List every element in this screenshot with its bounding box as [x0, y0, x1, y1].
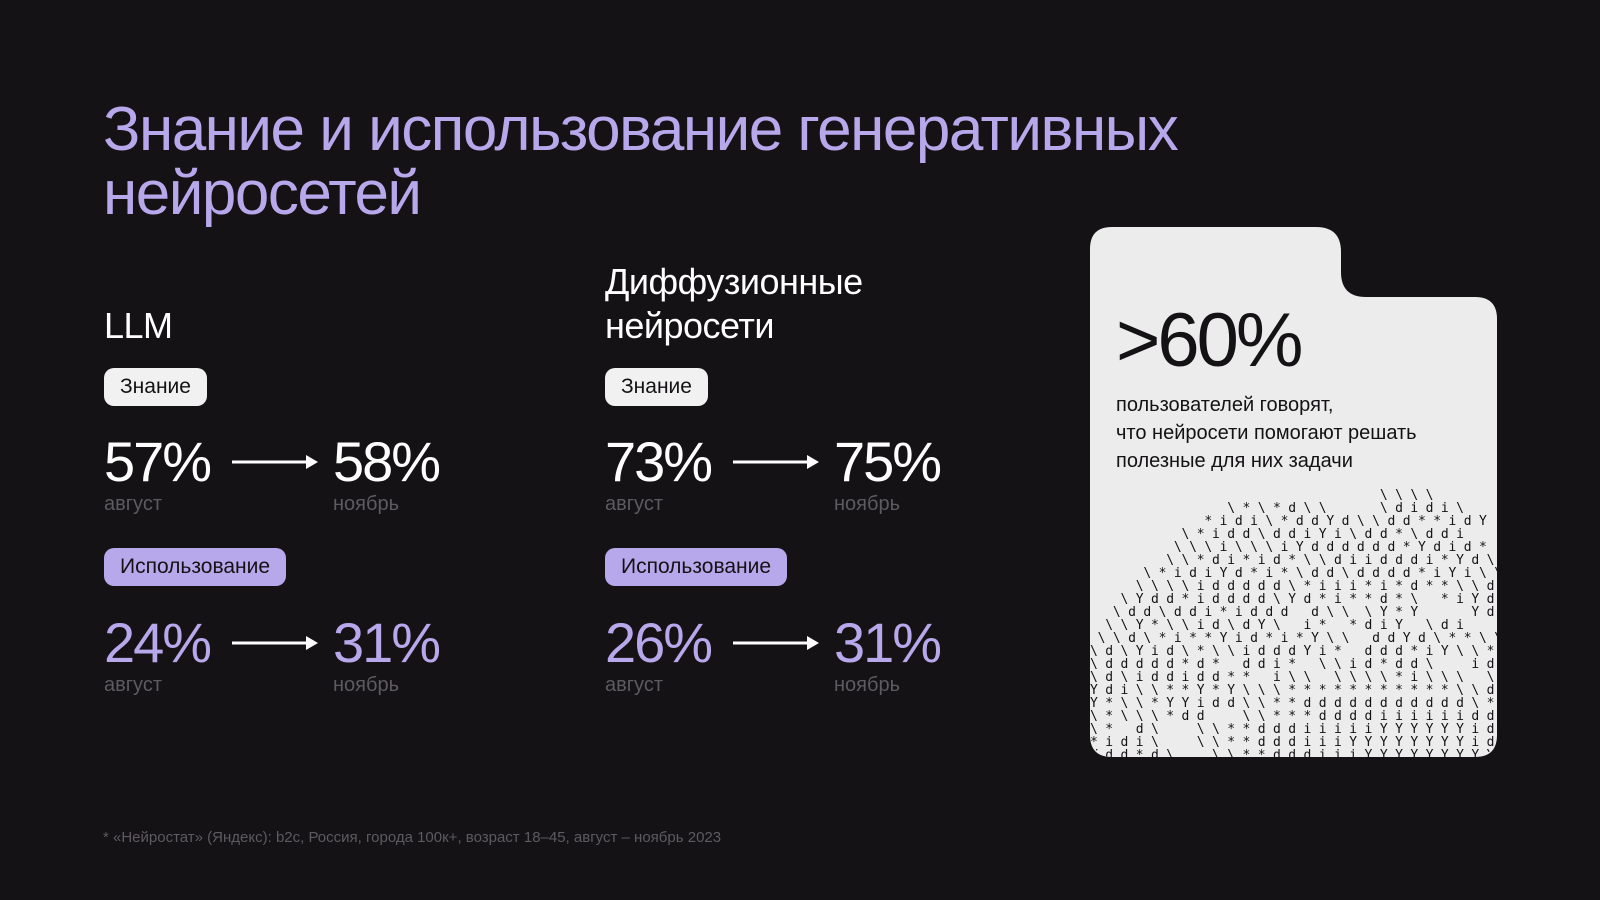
diffusion-usage-metric: 26% 31% август ноябрь	[605, 613, 1025, 703]
diffusion-knowledge-aug-label: август	[605, 493, 663, 515]
ascii-art-decoration: \ \ \ \ \ * \ * d \ \ \ d i d i \ * i d …	[1090, 489, 1497, 757]
llm-usage-nov-label: ноябрь	[333, 674, 399, 696]
llm-usage-aug-label: август	[104, 674, 162, 696]
llm-knowledge-nov-label: ноябрь	[333, 493, 399, 515]
llm-knowledge-aug-value: 57%	[104, 430, 212, 493]
diffusion-knowledge-aug-value: 73%	[605, 430, 713, 493]
llm-usage-metric: 24% 31% август ноябрь	[104, 613, 524, 703]
usage-badge: Использование	[104, 548, 287, 586]
stat-value: >60%	[1116, 298, 1303, 383]
knowledge-badge: Знание	[104, 368, 207, 406]
llm-column: LLM Знание 57% 58% август ноябрь Использ…	[104, 260, 524, 696]
diffusion-knowledge-nov-value: 75%	[834, 430, 942, 493]
stat-description: пользователей говорят, что нейросети пом…	[1116, 394, 1417, 472]
arrow-right-icon	[733, 636, 819, 650]
diffusion-knowledge-nov-label: ноябрь	[834, 493, 900, 515]
arrow-right-icon	[232, 636, 318, 650]
diffusion-heading: Диффузионные нейросети	[605, 261, 863, 346]
diffusion-usage-aug-value: 26%	[605, 611, 713, 674]
usage-badge: Использование	[605, 548, 788, 586]
arrow-right-icon	[232, 455, 318, 469]
page-title: Знание и использование генеративных нейр…	[103, 95, 1179, 228]
diffusion-usage-nov-value: 31%	[834, 611, 942, 674]
llm-knowledge-metric: 57% 58% август ноябрь	[104, 432, 524, 522]
stat-card: >60% пользователей говорят, что нейросет…	[1090, 227, 1497, 757]
llm-usage-aug-value: 24%	[104, 611, 212, 674]
llm-knowledge-aug-label: август	[104, 493, 162, 515]
llm-knowledge-nov-value: 58%	[333, 430, 441, 493]
diffusion-knowledge-metric: 73% 75% август ноябрь	[605, 432, 1025, 522]
arrow-right-icon	[733, 455, 819, 469]
llm-usage-nov-value: 31%	[333, 611, 441, 674]
knowledge-badge: Знание	[605, 368, 708, 406]
diffusion-column: Диффузионные нейросети Знание 73% 75% ав…	[605, 260, 1025, 696]
diffusion-usage-nov-label: ноябрь	[834, 674, 900, 696]
diffusion-usage-aug-label: август	[605, 674, 663, 696]
card-background	[1090, 227, 1497, 757]
footnote: * «Нейростат» (Яндекс): b2c, Россия, гор…	[103, 829, 722, 846]
llm-heading: LLM	[104, 305, 173, 346]
